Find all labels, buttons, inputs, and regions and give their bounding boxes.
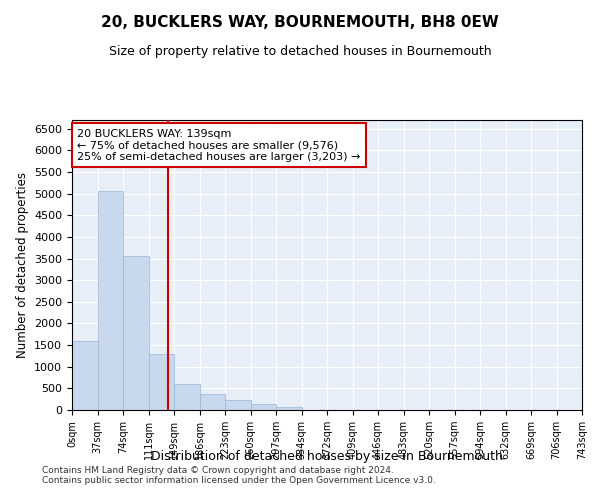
Bar bbox=[276, 406, 302, 410]
Text: Size of property relative to detached houses in Bournemouth: Size of property relative to detached ho… bbox=[109, 45, 491, 58]
Bar bbox=[123, 256, 149, 410]
Bar bbox=[72, 340, 97, 410]
Bar bbox=[225, 400, 251, 410]
Y-axis label: Number of detached properties: Number of detached properties bbox=[16, 172, 29, 358]
Text: Contains HM Land Registry data © Crown copyright and database right 2024.
Contai: Contains HM Land Registry data © Crown c… bbox=[42, 466, 436, 485]
Bar bbox=[149, 354, 174, 410]
Bar bbox=[199, 394, 225, 410]
Bar bbox=[97, 192, 123, 410]
Bar bbox=[251, 404, 276, 410]
Bar bbox=[174, 384, 199, 410]
Text: 20, BUCKLERS WAY, BOURNEMOUTH, BH8 0EW: 20, BUCKLERS WAY, BOURNEMOUTH, BH8 0EW bbox=[101, 15, 499, 30]
Text: 20 BUCKLERS WAY: 139sqm
← 75% of detached houses are smaller (9,576)
25% of semi: 20 BUCKLERS WAY: 139sqm ← 75% of detache… bbox=[77, 128, 361, 162]
Text: Distribution of detached houses by size in Bournemouth: Distribution of detached houses by size … bbox=[151, 450, 503, 463]
